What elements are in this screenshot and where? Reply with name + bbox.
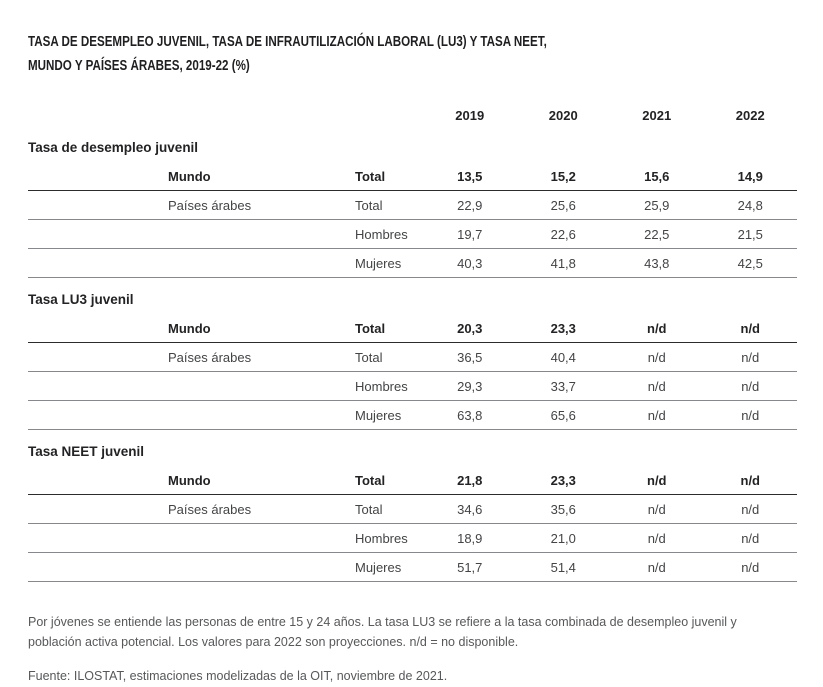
value-cell: 40,3 (457, 255, 483, 271)
geo-label-cell: Mundo (168, 472, 211, 488)
table-row: Países árabes Total 34,6 35,6 n/d n/d (28, 495, 797, 524)
value-cell: 36,5 (457, 349, 483, 365)
table-row: Mundo Total 13,5 15,2 15,6 14,9 (28, 162, 797, 191)
value-cell: n/d (647, 349, 666, 365)
table-row: Países árabes Total 36,5 40,4 n/d n/d (28, 343, 797, 372)
table-row: Hombres 19,7 22,6 22,5 21,5 (28, 220, 797, 249)
attr-label-cell: Mujeres (355, 559, 402, 575)
value-cell: n/d (647, 378, 666, 394)
value-cell: 23,3 (550, 320, 576, 336)
value-cell: n/d (741, 501, 760, 517)
year-column-header: 2020 (548, 107, 578, 123)
value-cell: 21,5 (737, 226, 763, 242)
geo-label-cell: Países árabes (168, 349, 252, 365)
value-cell: 15,2 (550, 168, 576, 184)
table-row: Mujeres 51,7 51,4 n/d n/d (28, 553, 797, 582)
section-title: Tasa NEET juvenil (28, 444, 145, 459)
value-cell: n/d (741, 407, 760, 423)
report-title-line1: TASA DE DESEMPLEO JUVENIL, TASA DE INFRA… (28, 34, 547, 50)
value-cell: n/d (740, 472, 761, 488)
value-cell: 29,3 (457, 378, 483, 394)
geo-label-cell: Países árabes (168, 197, 252, 213)
value-cell: 22,5 (644, 226, 670, 242)
attr-label-cell: Total (355, 320, 386, 336)
value-cell: n/d (741, 349, 760, 365)
value-cell: 13,5 (457, 168, 483, 184)
value-cell: n/d (647, 407, 666, 423)
report-title: TASA DE DESEMPLEO JUVENIL, TASA DE INFRA… (28, 30, 643, 78)
attr-label-cell: Hombres (355, 530, 408, 546)
value-cell: 20,3 (457, 320, 483, 336)
value-cell: 43,8 (644, 255, 670, 271)
report-content: TASA DE DESEMPLEO JUVENIL, TASA DE INFRA… (28, 30, 797, 686)
attr-label-cell: Mujeres (355, 255, 402, 271)
value-cell: 24,8 (737, 197, 763, 213)
geo-label-cell: Mundo (168, 168, 211, 184)
table-sections: Tasa de desempleo juvenil Mundo Total 13,5 1… (28, 139, 797, 582)
table-row: Mujeres 63,8 65,6 n/d n/d (28, 401, 797, 430)
section-title: Tasa de desempleo juvenil (28, 140, 199, 155)
value-cell: 15,6 (644, 168, 670, 184)
attr-label-cell: Hombres (355, 378, 408, 394)
value-cell: n/d (740, 320, 761, 336)
value-cell: n/d (741, 559, 760, 575)
value-cell: 51,7 (457, 559, 483, 575)
value-cell: n/d (647, 530, 666, 546)
value-cell: 21,0 (550, 530, 576, 546)
value-cell: 65,6 (550, 407, 576, 423)
footnote-definition: Por jóvenes se entiende las personas de … (28, 615, 737, 649)
year-column-header: 2019 (455, 107, 485, 123)
value-cell: 40,4 (550, 349, 576, 365)
value-cell: 25,9 (644, 197, 670, 213)
value-cell: 51,4 (550, 559, 576, 575)
value-cell: 41,8 (550, 255, 576, 271)
value-cell: n/d (647, 472, 667, 488)
value-cell: n/d (741, 378, 760, 394)
value-cell: n/d (647, 501, 666, 517)
value-cell: 18,9 (457, 530, 483, 546)
table-row: Hombres 18,9 21,0 n/d n/d (28, 524, 797, 553)
value-cell: 35,6 (550, 501, 576, 517)
attr-label-cell: Hombres (355, 226, 408, 242)
table-row: Mujeres 40,3 41,8 43,8 42,5 (28, 249, 797, 278)
value-cell: 22,6 (550, 226, 576, 242)
value-cell: 14,9 (737, 168, 763, 184)
attr-label-cell: Total (355, 501, 383, 517)
year-column-header: 2021 (642, 107, 672, 123)
attr-label-cell: Mujeres (355, 407, 402, 423)
attr-label-cell: Total (355, 197, 383, 213)
value-cell: 21,8 (457, 472, 483, 488)
report-title-line2: MUNDO Y PAÍSES ÁRABES, 2019-22 (%) (28, 58, 250, 74)
value-cell: 19,7 (457, 226, 483, 242)
section-title: Tasa LU3 juvenil (28, 292, 134, 307)
year-column-header: 2022 (735, 107, 765, 123)
data-table: 2019 2020 2021 2022 Tasa de desempleo ju… (28, 104, 797, 582)
value-cell: 34,6 (457, 501, 483, 517)
geo-label-cell: Países árabes (168, 501, 252, 517)
year-header-row: 2019 2020 2021 2022 (28, 104, 797, 126)
value-cell: 33,7 (550, 378, 576, 394)
value-cell: 42,5 (737, 255, 763, 271)
value-cell: 23,3 (550, 472, 576, 488)
footnote-source: Fuente: ILOSTAT, estimaciones modelizada… (28, 669, 448, 683)
table-row: Hombres 29,3 33,7 n/d n/d (28, 372, 797, 401)
table-row: Mundo Total 21,8 23,3 n/d n/d (28, 466, 797, 495)
attr-label-cell: Total (355, 168, 386, 184)
value-cell: 22,9 (457, 197, 483, 213)
attr-label-cell: Total (355, 472, 386, 488)
value-cell: n/d (741, 530, 760, 546)
attr-label-cell: Total (355, 349, 383, 365)
value-cell: 63,8 (457, 407, 483, 423)
value-cell: n/d (647, 320, 667, 336)
table-row: Mundo Total 20,3 23,3 n/d n/d (28, 314, 797, 343)
value-cell: 25,6 (550, 197, 576, 213)
value-cell: n/d (647, 559, 666, 575)
geo-label-cell: Mundo (168, 320, 211, 336)
table-row: Países árabes Total 22,9 25,6 25,9 24,8 (28, 191, 797, 220)
